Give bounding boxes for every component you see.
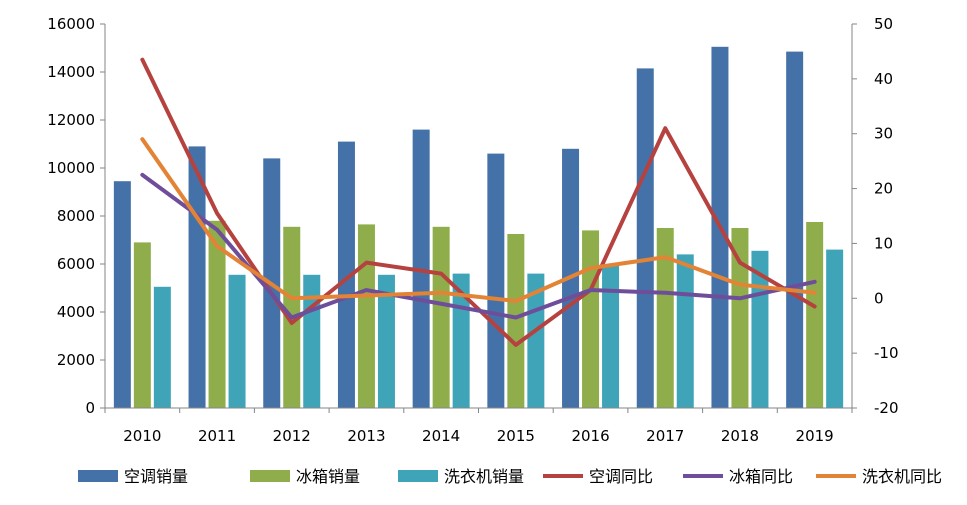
bar-series-2-2017	[676, 254, 694, 408]
x-tick-label: 2013	[347, 427, 385, 445]
y-right-tick-label: 20	[874, 180, 893, 198]
line-layer	[140, 57, 817, 347]
x-tick-label: 2015	[497, 427, 535, 445]
bar-series-2-2010	[153, 286, 171, 408]
legend-label-series-3: 空调同比	[589, 467, 653, 486]
bar-series-1-2016	[582, 230, 600, 408]
y-left-tick-label: 6000	[57, 255, 95, 273]
y-right-tick-label: -10	[874, 344, 899, 362]
bar-series-1-2019	[806, 222, 824, 408]
bar-series-2-2011	[228, 274, 246, 408]
y-left-tick-label: 8000	[57, 207, 95, 225]
y-left-tick-label: 2000	[57, 351, 95, 369]
legend-label-series-0: 空调销量	[124, 467, 188, 486]
bar-series-0-2017	[636, 68, 654, 409]
y-left-tick-label: 0	[85, 399, 95, 417]
bar-series-1-2018	[731, 228, 749, 408]
legend-label-series-2: 洗衣机销量	[444, 467, 524, 486]
line-series-5	[140, 137, 817, 304]
legend: 空调销量 冰箱销量 洗衣机销量 空调同比 冰箱同比 洗衣机同比	[78, 467, 942, 486]
bar-series-1-2011	[208, 220, 226, 408]
y-right-tick-label: 50	[874, 15, 893, 33]
legend-swatch-series-2	[398, 470, 438, 482]
legend-label-series-4: 冰箱同比	[729, 467, 793, 486]
x-tick-label: 2010	[123, 427, 161, 445]
bar-series-1-2015	[507, 234, 525, 408]
bar-series-0-2015	[487, 153, 505, 408]
x-tick-label: 2016	[571, 427, 609, 445]
y-left-tick-label: 4000	[57, 303, 95, 321]
x-tick-label: 2012	[273, 427, 311, 445]
y-left-tick-label: 12000	[47, 111, 95, 129]
y-right-tick-label: 30	[874, 125, 893, 143]
y-left-tick-label: 10000	[47, 159, 95, 177]
y-left-tick-label: 16000	[47, 15, 95, 33]
y-right-tick-label: 10	[874, 234, 893, 252]
legend-label-series-1: 冰箱销量	[296, 467, 360, 486]
bar-series-1-2013	[357, 224, 375, 408]
y-right-tick-label: 40	[874, 70, 893, 88]
bar-series-2-2013	[377, 274, 395, 408]
x-tick-label: 2018	[721, 427, 759, 445]
x-tick-label: 2011	[198, 427, 236, 445]
bar-series-0-2013	[337, 141, 355, 408]
legend-label-series-5: 洗衣机同比	[862, 467, 942, 486]
x-tick-label: 2019	[796, 427, 834, 445]
bar-series-2-2012	[303, 274, 321, 408]
bar-series-0-2010	[113, 181, 131, 408]
legend-swatch-series-0	[78, 470, 118, 482]
legend-swatch-series-1	[250, 470, 290, 482]
y-right-tick-label: 0	[874, 289, 884, 307]
bar-series-1-2010	[133, 242, 151, 408]
bar-series-0-2019	[786, 51, 804, 408]
bar-series-2-2018	[751, 250, 769, 408]
bar-series-1-2017	[656, 228, 674, 408]
y-left-tick-label: 14000	[47, 63, 95, 81]
bar-series-2-2019	[826, 249, 844, 408]
x-tick-label: 2017	[646, 427, 684, 445]
y-right-tick-label: -20	[874, 399, 899, 417]
bar-series-2-2016	[602, 265, 620, 408]
bar-layer	[113, 46, 844, 409]
axes-layer: 0 2000 4000 6000 8000 10000 12000 14000 16000 -20…	[47, 15, 898, 445]
x-tick-label: 2014	[422, 427, 460, 445]
bar-series-1-2014	[432, 226, 450, 408]
